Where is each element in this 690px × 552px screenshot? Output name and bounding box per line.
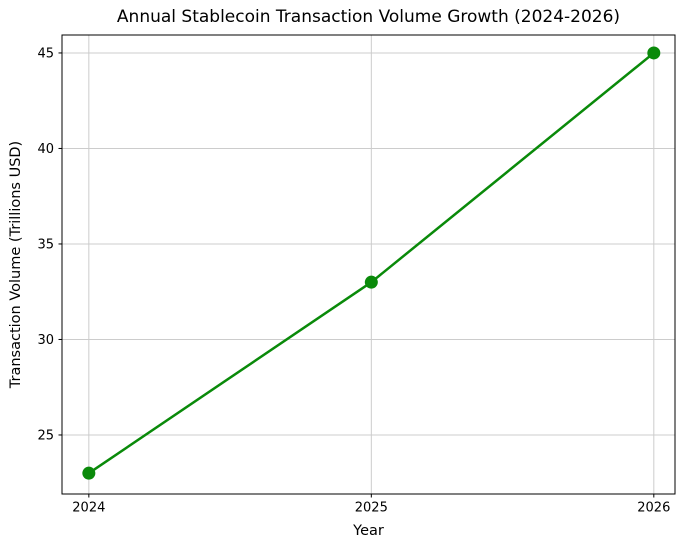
y-tick-label: 45 bbox=[37, 46, 54, 61]
x-tick-label: 2025 bbox=[355, 501, 388, 516]
x-axis-label: Year bbox=[352, 523, 384, 539]
x-tick-label: 2026 bbox=[637, 501, 670, 516]
data-point-marker bbox=[364, 275, 378, 289]
data-point-marker bbox=[647, 46, 661, 60]
y-tick-label: 40 bbox=[37, 142, 54, 157]
plot-area-border bbox=[61, 34, 676, 495]
data-series bbox=[82, 46, 661, 480]
data-point-marker bbox=[82, 466, 96, 480]
axis-ticks: 2024 2025 2026 25 30 35 40 45 bbox=[37, 46, 670, 515]
chart-title: Annual Stablecoin Transaction Volume Gro… bbox=[117, 7, 620, 27]
y-axis-label: Transaction Volume (Trillions USD) bbox=[8, 141, 24, 389]
y-tick-label: 25 bbox=[37, 428, 54, 443]
x-tick-label: 2024 bbox=[72, 501, 105, 516]
y-tick-label: 35 bbox=[37, 237, 54, 252]
grid-lines bbox=[62, 35, 675, 494]
y-tick-label: 30 bbox=[37, 333, 54, 348]
